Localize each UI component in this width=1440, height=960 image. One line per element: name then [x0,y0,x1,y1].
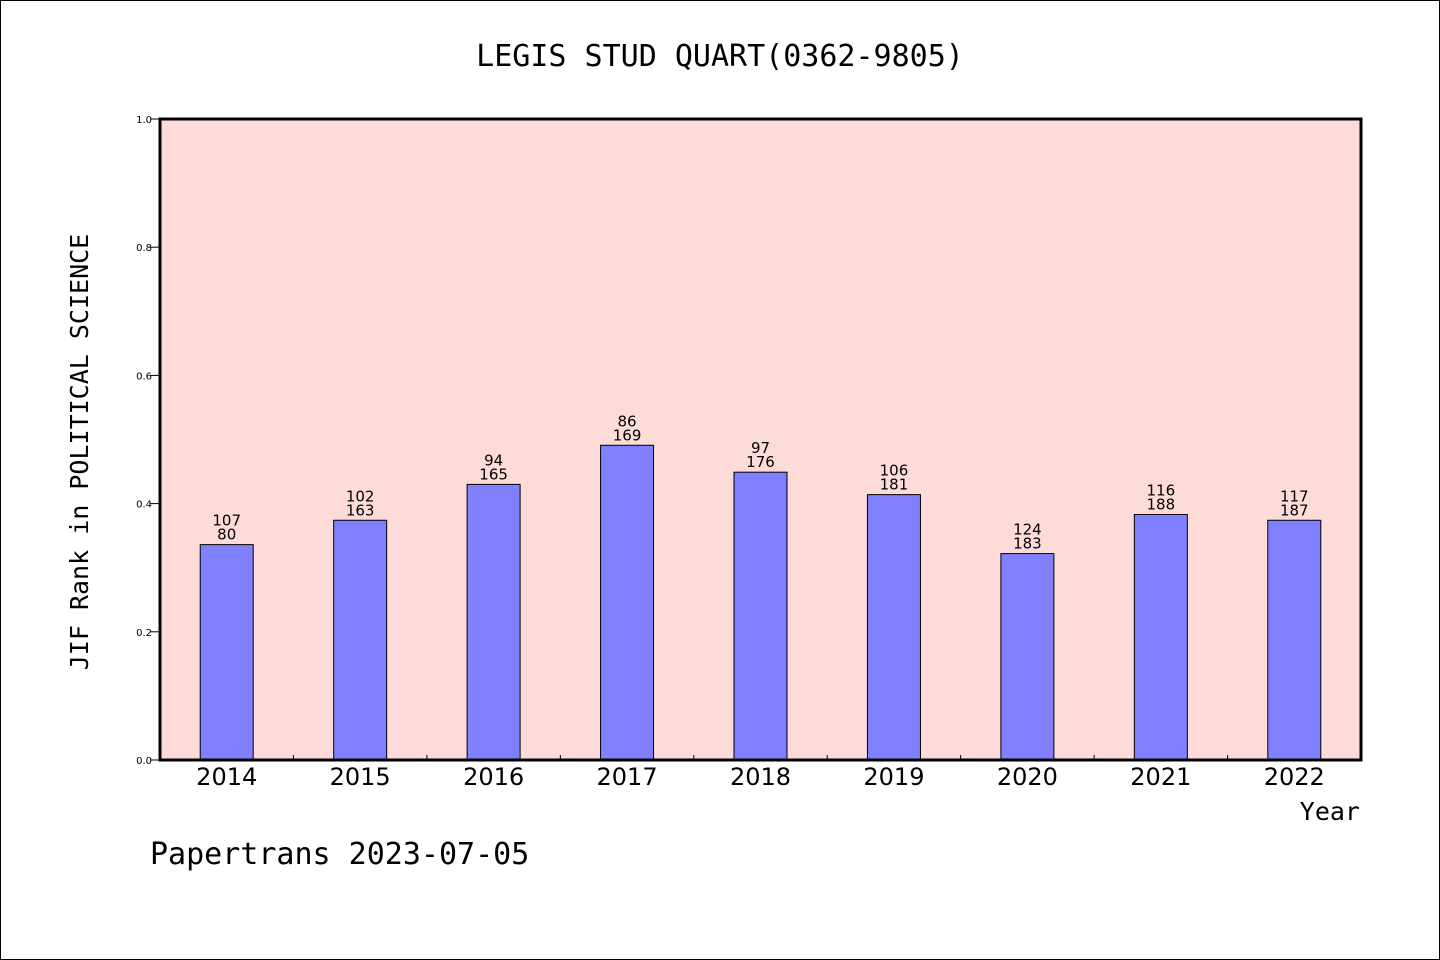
x-axis-label: Year [1300,797,1360,826]
x-tick-label-2021: 2021 [1130,763,1191,791]
data-label-rank-2022: 117 [1280,487,1309,505]
chart-title: LEGIS STUD QUART(0362-9805) [476,39,964,74]
data-label-rank-2020: 124 [1013,521,1042,539]
data-label-total-2020: 183 [1013,535,1042,553]
x-tick-label-2017: 2017 [597,763,658,791]
x-tick-label-2018: 2018 [730,763,791,791]
data-label-rank-2017: 86 [618,412,637,430]
data-label-total-2015: 163 [346,501,375,519]
data-label-total-2022: 187 [1280,501,1309,519]
bar-2014 [199,544,254,761]
bar-2021 [1133,513,1188,761]
bar-2022 [1267,519,1322,761]
data-label-total-2014: 80 [217,526,236,544]
x-tick-label-2020: 2020 [997,763,1058,791]
data-label-rank-2019: 106 [880,462,909,480]
data-label-rank-2021: 116 [1147,481,1176,499]
x-tick-label-2014: 2014 [196,763,257,791]
x-tick-label-2019: 2019 [863,763,924,791]
bar-2015 [333,519,388,761]
bar-2018 [733,471,788,761]
bar-2017 [600,444,655,761]
data-label-total-2016: 165 [479,465,508,483]
data-label-total-2018: 176 [746,453,775,471]
data-label-total-2019: 181 [880,476,909,494]
bar-2016 [466,483,521,761]
x-tick-label-2016: 2016 [463,763,524,791]
data-label-total-2021: 188 [1147,495,1176,513]
bar-2020 [1000,553,1055,761]
y-tick-label: 0.2 [136,628,152,639]
y-tick-label: 0.0 [136,756,152,767]
x-tick-label-2015: 2015 [330,763,391,791]
y-tick-label: 0.4 [136,500,152,511]
y-tick-label: 0.6 [136,371,152,382]
data-label-total-2017: 169 [613,426,642,444]
y-tick-label: 1.0 [136,115,152,126]
y-axis-label: JIF Rank in POLITICAL SCIENCE [65,234,94,671]
credit-text: Papertrans 2023-07-05 [150,837,529,872]
ticks-layer: 2014 2015 2016 2017 2018 2019 2020 2021 2022 0.0 0… [136,115,1325,791]
data-label-rank-2014: 107 [212,512,241,530]
plot-border [158,117,1363,762]
bar-2019 [866,494,921,761]
y-tick-label: 0.8 [136,243,152,254]
data-label-rank-2015: 102 [346,487,375,505]
data-label-rank-2018: 97 [751,439,770,457]
data-label-rank-2016: 94 [484,451,503,469]
x-tick-label-2022: 2022 [1264,763,1325,791]
